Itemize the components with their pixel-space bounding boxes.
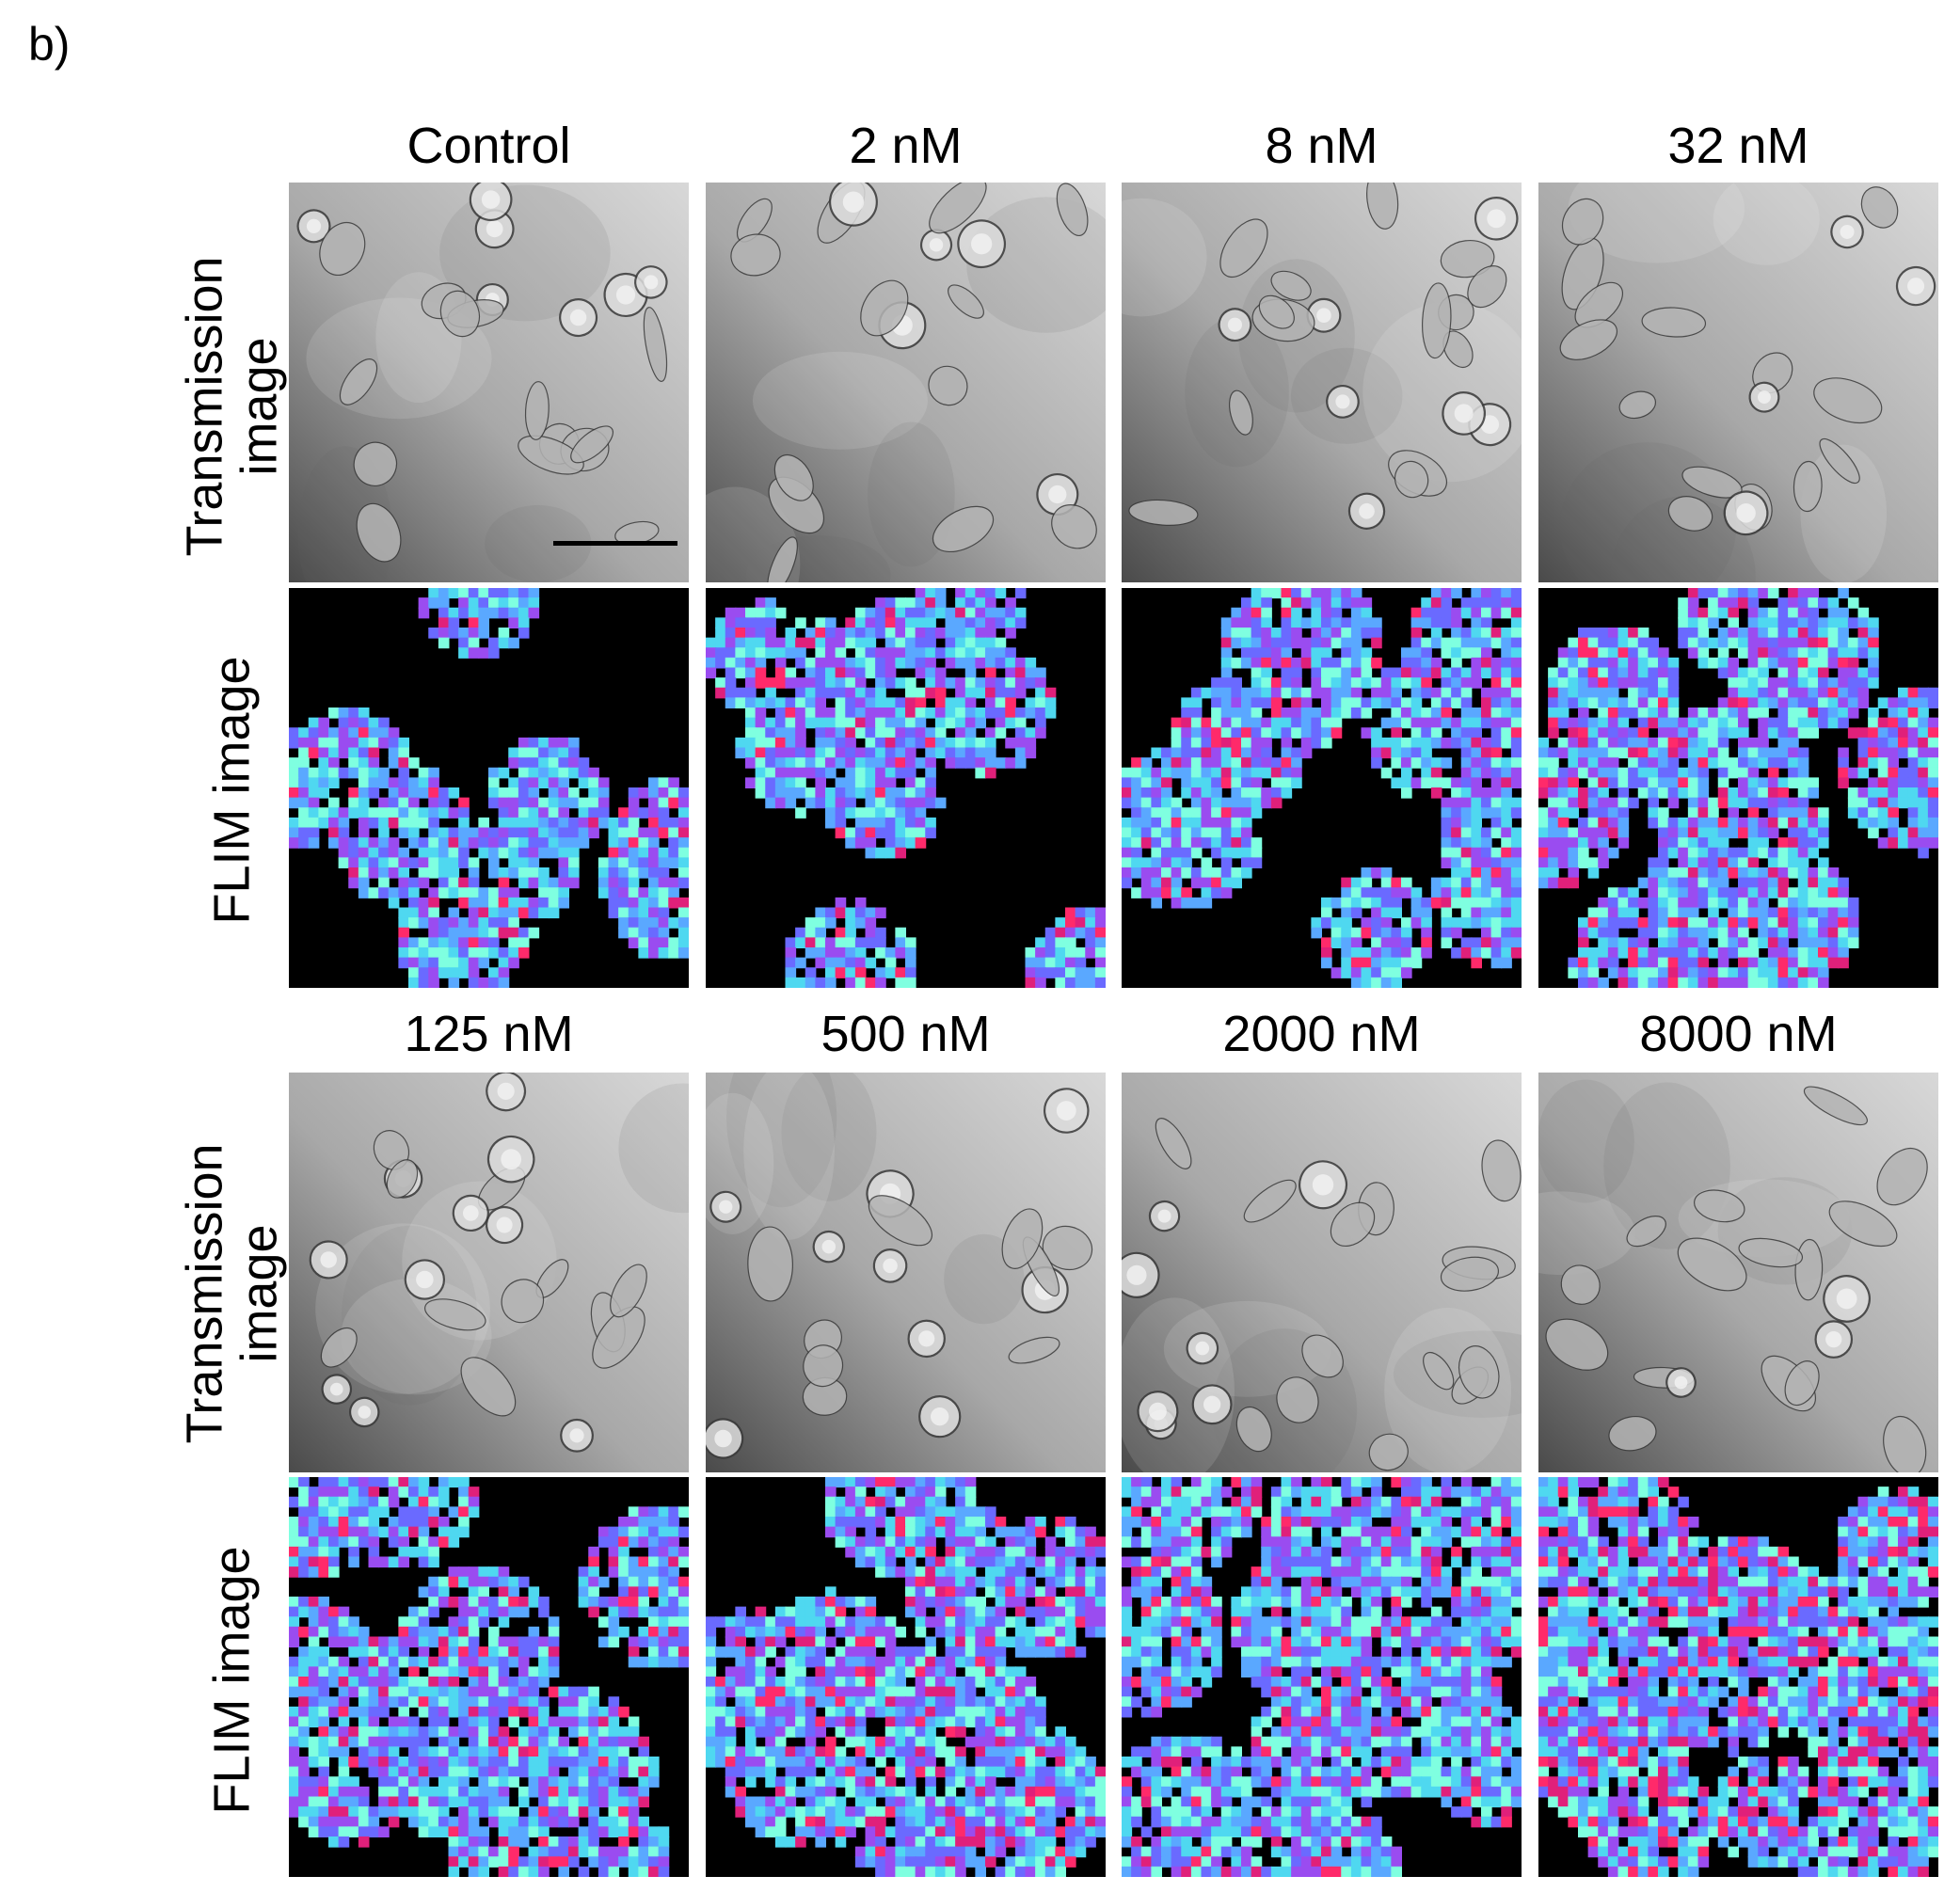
scale-bar <box>553 541 677 546</box>
column-title-125nm: 125 nM <box>404 1006 574 1062</box>
transmission-image-8nm <box>1122 183 1522 582</box>
transmission-image-500nm <box>706 1073 1106 1472</box>
flim-image-500nm <box>706 1477 1106 1877</box>
transmission-image-8000nm <box>1538 1073 1938 1472</box>
flim-image-8nm <box>1122 588 1522 988</box>
flim-image-32nm <box>1538 588 1938 988</box>
column-title-32nm: 32 nM <box>1667 118 1809 174</box>
row-label-flim: FLIM image <box>203 1546 261 1815</box>
column-title-8000nm: 8000 nM <box>1639 1006 1838 1062</box>
flim-image-125nm <box>289 1477 689 1877</box>
flim-image-2000nm <box>1122 1477 1522 1877</box>
transmission-image-control <box>289 183 689 582</box>
column-title-2000nm: 2000 nM <box>1222 1006 1421 1062</box>
transmission-image-2000nm <box>1122 1073 1522 1472</box>
row-label-transmission: Transmission image <box>176 256 288 557</box>
flim-image-2nm <box>706 588 1106 988</box>
row-label-transmission: Transmission image <box>176 1143 288 1444</box>
row-label-flim: FLIM image <box>203 656 261 925</box>
column-title-500nm: 500 nM <box>821 1006 991 1062</box>
transmission-image-125nm <box>289 1073 689 1472</box>
transmission-image-2nm <box>706 183 1106 582</box>
panel-label: b) <box>28 18 71 71</box>
column-title-8nm: 8 nM <box>1265 118 1378 174</box>
flim-image-8000nm <box>1538 1477 1938 1877</box>
transmission-image-32nm <box>1538 183 1938 582</box>
flim-image-control <box>289 588 689 988</box>
column-title-2nm: 2 nM <box>849 118 963 174</box>
column-title-control: Control <box>406 118 571 174</box>
